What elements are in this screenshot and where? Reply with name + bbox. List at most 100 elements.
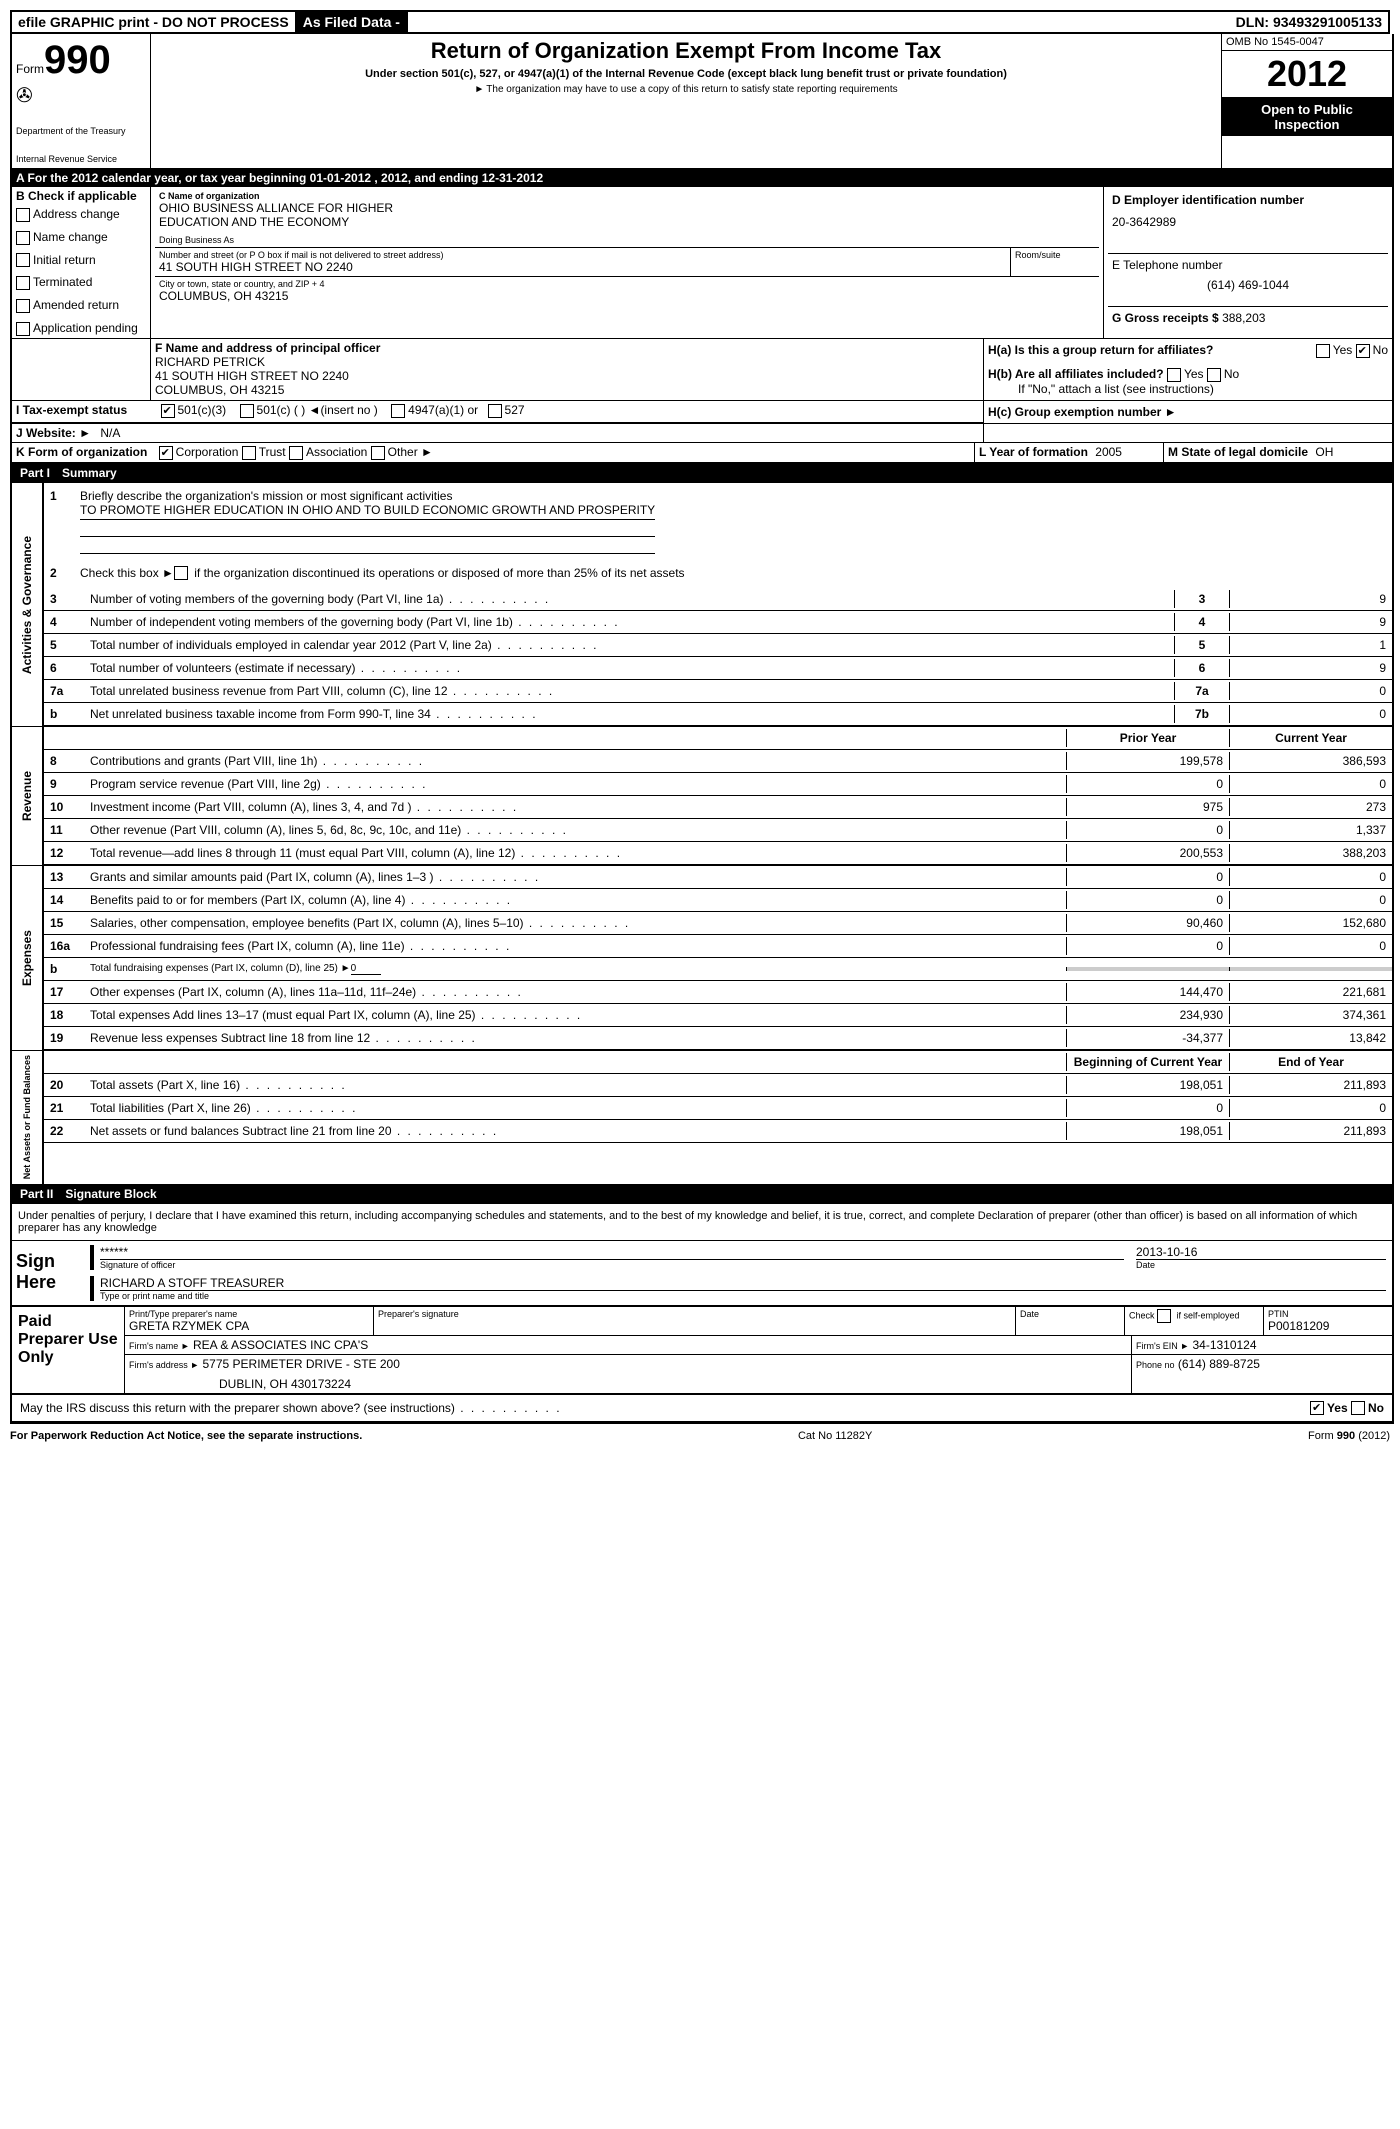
section-j-label: J Website: — [16, 426, 76, 440]
prep-date-label: Date — [1020, 1309, 1120, 1319]
org-name-1: OHIO BUSINESS ALLIANCE FOR HIGHER — [159, 201, 1095, 215]
hb-note: If "No," attach a list (see instructions… — [988, 382, 1388, 396]
year-header-row-2: Beginning of Current Year End of Year — [44, 1051, 1392, 1074]
section-k-label: K Form of organization — [16, 445, 147, 459]
sign-here-label: Sign Here — [12, 1241, 80, 1305]
section-g-label: G Gross receipts $ — [1112, 311, 1219, 325]
gov-line: 6Total number of volunteers (estimate if… — [44, 657, 1392, 680]
form-number: 990 — [44, 38, 111, 83]
checkbox-other[interactable] — [371, 446, 385, 460]
checkbox-ha-no[interactable] — [1356, 344, 1370, 358]
section-d-label: D Employer identification number — [1112, 193, 1384, 207]
fin-line: 8Contributions and grants (Part VIII, li… — [44, 750, 1392, 773]
checkbox-initial-return[interactable] — [16, 253, 30, 267]
checkbox-name-change[interactable] — [16, 231, 30, 245]
expenses-section: Expenses 13Grants and similar amounts pa… — [12, 866, 1392, 1051]
omb-number: OMB No 1545-0047 — [1222, 34, 1392, 51]
revenue-section: Revenue Prior Year Current Year 8Contrib… — [12, 727, 1392, 866]
title-col: Return of Organization Exempt From Incom… — [151, 34, 1221, 168]
section-i-label: I Tax-exempt status — [16, 403, 127, 417]
gov-line: 3Number of voting members of the governi… — [44, 588, 1392, 611]
officer-city: COLUMBUS, OH 43215 — [155, 383, 979, 397]
checkbox-discontinued[interactable] — [174, 566, 188, 580]
signature-field[interactable]: ****** — [100, 1245, 1124, 1260]
section-j: J Website: ► N/A — [12, 424, 1392, 443]
dln: DLN: 93493291005133 — [1230, 12, 1388, 32]
gov-line: 7aTotal unrelated business revenue from … — [44, 680, 1392, 703]
fin-line: 19Revenue less expenses Subtract line 18… — [44, 1027, 1392, 1050]
checkbox-amended[interactable] — [16, 299, 30, 313]
footer-right: Form 990 (2012) — [1308, 1430, 1390, 1442]
section-b-label: B Check if applicable — [16, 189, 146, 203]
open-inspection: Open to PublicInspection — [1222, 98, 1392, 136]
section-klm: K Form of organization Corporation Trust… — [12, 443, 1392, 463]
checkbox-self-employed[interactable] — [1157, 1309, 1171, 1323]
part1-header: Part I Summary — [12, 463, 1392, 483]
firm-ein: 34-1310124 — [1192, 1338, 1256, 1352]
section-c-label: C Name of organization — [159, 191, 1095, 201]
checkbox-pending[interactable] — [16, 322, 30, 336]
top-bar: efile GRAPHIC print - DO NOT PROCESS As … — [10, 10, 1390, 34]
efile-label: efile GRAPHIC print - DO NOT PROCESS — [12, 12, 297, 32]
fin-line: 18Total expenses Add lines 13–17 (must e… — [44, 1004, 1392, 1027]
year-formation: 2005 — [1095, 445, 1122, 459]
checkbox-terminated[interactable] — [16, 276, 30, 290]
section-b: B Check if applicable Address change Nam… — [12, 187, 151, 338]
dept-treasury: Department of the Treasury — [16, 126, 146, 136]
room-label: Room/suite — [1010, 248, 1099, 276]
checkbox-corp[interactable] — [159, 446, 173, 460]
sig-officer-label: Signature of officer — [100, 1260, 1124, 1270]
side-revenue: Revenue — [18, 767, 36, 825]
form-subtitle: Under section 501(c), 527, or 4947(a)(1)… — [155, 68, 1217, 80]
addr-label: Number and street (or P O box if mail is… — [159, 250, 1006, 260]
checkbox-4947[interactable] — [391, 404, 405, 418]
dept-irs: Internal Revenue Service — [16, 154, 146, 164]
state-domicile: OH — [1315, 445, 1333, 459]
irs-discuss-text: May the IRS discuss this return with the… — [16, 1399, 1306, 1418]
phone: (614) 469-1044 — [1112, 278, 1384, 292]
checkbox-ha-yes[interactable] — [1316, 344, 1330, 358]
checkbox-discuss-no[interactable] — [1351, 1401, 1365, 1415]
fin-line: 21Total liabilities (Part X, line 26)00 — [44, 1097, 1392, 1120]
section-fh: F Name and address of principal officer … — [12, 339, 1392, 401]
irs-logo-icon: ✇ — [16, 83, 146, 108]
form-id-col: Form 990 ✇ Department of the Treasury In… — [12, 34, 151, 168]
checkbox-discuss-yes[interactable] — [1310, 1401, 1324, 1415]
irs-discuss-row: May the IRS discuss this return with the… — [12, 1395, 1392, 1423]
checkbox-hb-yes[interactable] — [1167, 368, 1181, 382]
dba-label: Doing Business As — [159, 235, 1095, 245]
officer-printed-name: RICHARD A STOFF TREASURER — [100, 1276, 1386, 1291]
checkbox-address-change[interactable] — [16, 208, 30, 222]
checkbox-trust[interactable] — [242, 446, 256, 460]
form-title: Return of Organization Exempt From Incom… — [155, 38, 1217, 64]
section-f-label: F Name and address of principal officer — [155, 341, 979, 355]
fin-line: 9Program service revenue (Part VIII, lin… — [44, 773, 1392, 796]
checkbox-hb-no[interactable] — [1207, 368, 1221, 382]
section-hc-label: H(c) Group exemption number — [988, 405, 1161, 419]
row-a: A For the 2012 calendar year, or tax yea… — [12, 169, 1392, 187]
ptin: P00181209 — [1268, 1319, 1388, 1333]
fin-line: 12Total revenue—add lines 8 through 11 (… — [44, 842, 1392, 865]
fin-line: 13Grants and similar amounts paid (Part … — [44, 866, 1392, 889]
gov-line: 4Number of independent voting members of… — [44, 611, 1392, 634]
fin-line: 11Other revenue (Part VIII, column (A), … — [44, 819, 1392, 842]
checkbox-501c3[interactable] — [161, 404, 175, 418]
gross-receipts: 388,203 — [1222, 311, 1265, 325]
side-netassets: Net Assets or Fund Balances — [20, 1051, 34, 1183]
form-note: The organization may have to use a copy … — [155, 84, 1217, 95]
preparer-name: GRETA RZYMEK CPA — [129, 1319, 369, 1333]
year-col: OMB No 1545-0047 2012 Open to PublicInsp… — [1221, 34, 1392, 168]
checkbox-527[interactable] — [488, 404, 502, 418]
netassets-section: Net Assets or Fund Balances Beginning of… — [12, 1051, 1392, 1183]
footer-left: For Paperwork Reduction Act Notice, see … — [10, 1430, 362, 1442]
prep-sig-label: Preparer's signature — [378, 1309, 1011, 1319]
sig-date: 2013-10-16 — [1136, 1245, 1386, 1260]
checkbox-assoc[interactable] — [289, 446, 303, 460]
section-ha: H(a) Is this a group return for affiliat… — [988, 343, 1388, 357]
org-name-2: EDUCATION AND THE ECONOMY — [159, 215, 1095, 229]
fin-line: 16aProfessional fundraising fees (Part I… — [44, 935, 1392, 958]
fin-line: 15Salaries, other compensation, employee… — [44, 912, 1392, 935]
firm-phone: (614) 889-8725 — [1178, 1357, 1260, 1371]
section-hb: H(b) Are all affiliates included? Yes No — [988, 367, 1388, 382]
checkbox-501c[interactable] — [240, 404, 254, 418]
